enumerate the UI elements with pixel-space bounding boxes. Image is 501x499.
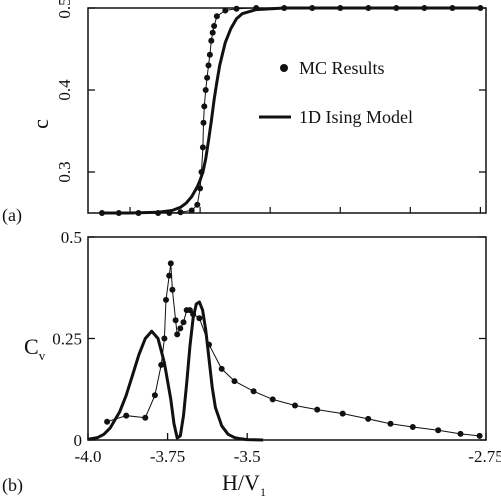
data-point-mc [476,432,483,439]
data-point-mc [233,5,240,12]
data-point-mc [166,272,173,279]
data-point-mc [209,29,216,36]
data-point-mc [180,319,187,326]
data-point-mc [269,396,276,403]
data-point-mc [218,365,225,372]
y-tick-label: 0 [74,431,83,450]
data-point-mc [172,317,179,324]
data-point-mc [177,209,184,216]
data-point-mc [222,7,229,14]
legend-label-mc: MC Results [299,58,385,78]
data-point-mc [142,414,149,421]
x-tick-label: -3.75 [150,447,185,466]
data-point-mc [151,392,158,399]
legend-label-ising: 1D Ising Model [299,107,413,127]
y-tick-label: 0.4 [55,79,74,101]
data-point-mc [194,201,201,208]
panel-b: 0 0.25 0.5 -4.0 -3.75 -3.5 -2.75 Cv H/V1 (b) [2,228,501,499]
data-point-mc [169,286,176,293]
data-point-mc [457,430,464,437]
x-tick-label: -3.5 [234,447,261,466]
data-point-mc [163,296,169,303]
panel-a-plot [99,5,484,216]
panel-b-frame [87,236,487,441]
panel-a: 0.3 0.4 0.5 c (a) MC Results 1D Ising Mode… [2,0,487,226]
x-tick-label: -4.0 [75,447,102,466]
data-point-mc [211,23,218,29]
series-line-mc [106,263,480,437]
y-tick-label: 0.25 [52,330,82,349]
series-line-ising [87,300,264,442]
data-point-mc [339,410,346,417]
data-point-mc [206,51,213,58]
data-point-mc [387,420,394,427]
data-point-mc [104,418,111,425]
series-line-mc [102,7,481,214]
panel-a-frame [87,7,487,214]
data-point-mc [123,412,130,419]
data-point-mc [167,260,174,267]
data-point-mc [200,119,207,126]
data-point-mc [201,103,208,110]
data-point-mc [365,415,372,422]
data-point-mc [213,13,220,20]
data-point-mc [409,424,416,430]
legend: MC Results 1D Ising Model [259,58,413,127]
panel-a-label: (a) [2,205,22,226]
data-point-mc [205,62,212,69]
y-tick-label: 0.5 [61,228,82,247]
legend-marker-mc [280,64,288,72]
data-point-mc [158,361,165,368]
data-point-mc [177,325,184,332]
panel-b-label: (b) [2,475,23,496]
data-point-mc [186,307,193,314]
y-tick-label: 0.3 [55,161,74,182]
data-point-mc [204,74,211,81]
data-point-mc [202,87,209,93]
data-point-mc [292,402,298,409]
panel-b-xlabel: H/V1 [222,470,266,499]
data-point-mc [188,207,195,214]
data-point-mc [314,406,321,413]
data-point-mc [196,315,203,322]
y-tick-label: 0.5 [55,0,74,19]
data-point-mc [435,427,442,434]
panel-b-plot [87,260,483,442]
data-point-mc [208,37,215,44]
data-point-mc [161,335,168,342]
data-point-mc [250,388,257,395]
data-point-mc [199,144,206,151]
x-tick-label: -2.75 [468,447,501,466]
data-point-mc [174,331,181,338]
panel-a-ylabel: c [28,119,53,129]
data-point-mc [231,378,238,385]
series-line-ising [102,6,481,215]
panel-b-ylabel: Cv [24,334,46,363]
panel-a-ticks: 0.3 0.4 0.5 [55,0,486,213]
panel-b-ticks: 0 0.25 0.5 -4.0 -3.75 -3.5 -2.75 [52,228,501,466]
